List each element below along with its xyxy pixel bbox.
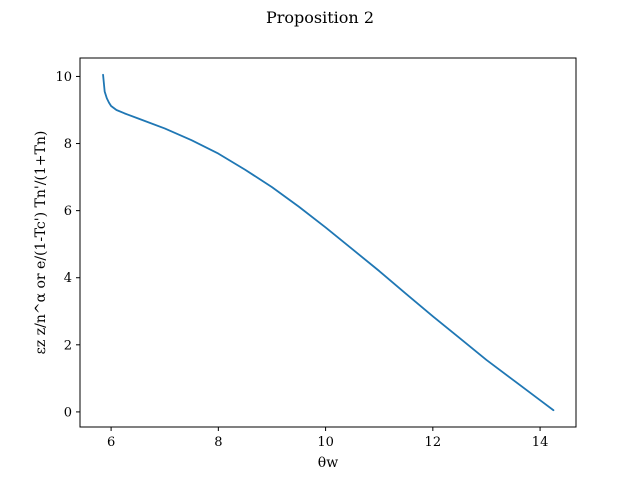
- y-axis: 0 2 4 6 8 10: [55, 70, 80, 420]
- y-tick-label: 8: [64, 137, 72, 152]
- x-tick-label: 12: [425, 435, 442, 450]
- x-tick-label: 14: [532, 435, 549, 450]
- y-tick-label: 10: [55, 70, 72, 85]
- x-tick-label: 6: [107, 435, 115, 450]
- y-tick-label: 6: [64, 204, 72, 219]
- x-axis-label: θw: [318, 455, 338, 471]
- y-axis-label: εz z/n^α or e/(1-Tc') Tn'/(1+Tn): [33, 131, 49, 355]
- x-tick-label: 10: [317, 435, 334, 450]
- plot-area: 6 8 10 12 14 0 2 4 6 8 10: [55, 57, 577, 450]
- series-line: [102, 73, 555, 412]
- x-axis: 6 8 10 12 14: [107, 427, 548, 450]
- plot-frame: [79, 57, 577, 428]
- chart-title: Proposition 2: [266, 8, 374, 27]
- series-layer: [102, 73, 555, 412]
- x-tick-label: 8: [214, 435, 222, 450]
- y-tick-label: 0: [64, 405, 72, 420]
- y-tick-label: 4: [64, 271, 72, 286]
- y-tick-label: 2: [64, 338, 72, 353]
